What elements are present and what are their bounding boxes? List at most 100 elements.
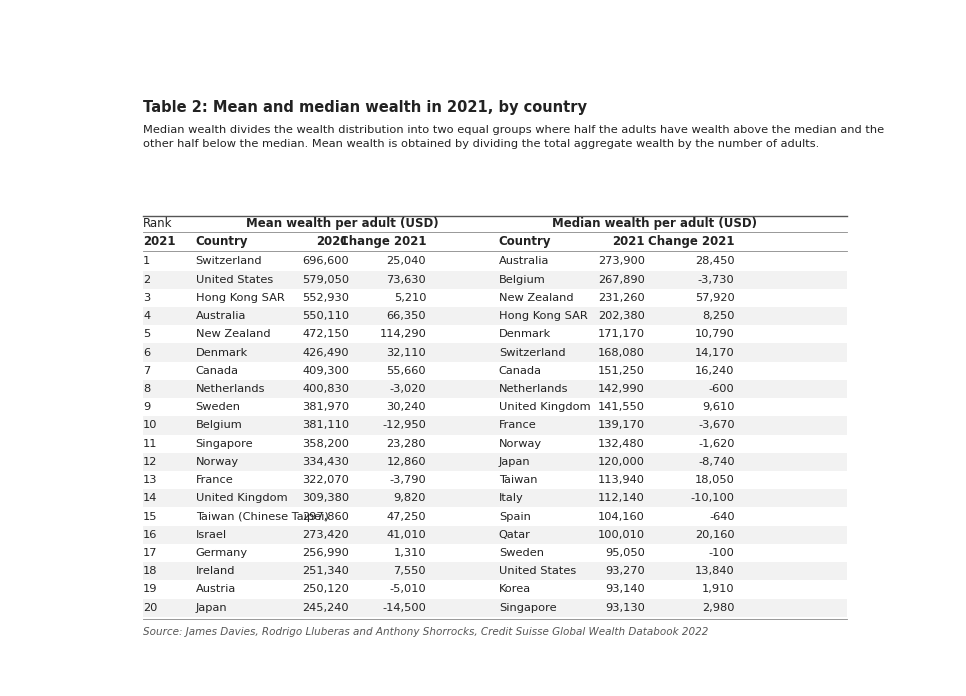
Text: 472,150: 472,150 [302,329,349,340]
Text: 13: 13 [143,475,157,485]
Text: 297,860: 297,860 [302,512,349,521]
Text: 381,110: 381,110 [302,420,349,430]
Text: 11: 11 [143,438,157,449]
Text: Switzerland: Switzerland [195,256,262,267]
Text: 66,350: 66,350 [386,311,426,321]
Text: 12,860: 12,860 [386,457,426,467]
Text: Qatar: Qatar [498,530,530,540]
Text: 381,970: 381,970 [302,402,349,412]
Text: Japan: Japan [195,603,227,612]
Text: Israel: Israel [195,530,227,540]
Text: 104,160: 104,160 [598,512,645,521]
Text: Canada: Canada [498,366,542,376]
Text: Rank: Rank [143,217,173,230]
Text: 17: 17 [143,548,157,558]
Text: France: France [498,420,536,430]
Text: 322,070: 322,070 [302,475,349,485]
Text: 400,830: 400,830 [302,384,349,394]
Text: 13,840: 13,840 [695,567,734,576]
Text: Sweden: Sweden [195,402,241,412]
Text: 15: 15 [143,512,157,521]
Text: 14: 14 [143,493,157,503]
Text: Mean wealth per adult (USD): Mean wealth per adult (USD) [246,217,439,230]
Text: Taiwan: Taiwan [498,475,537,485]
Text: 28,450: 28,450 [695,256,734,267]
Text: Sweden: Sweden [498,548,544,558]
Text: 168,080: 168,080 [598,347,645,358]
Text: -3,790: -3,790 [389,475,426,485]
Text: 7: 7 [143,366,151,376]
Text: 9,610: 9,610 [702,402,734,412]
Text: Change 2021: Change 2021 [648,235,734,248]
Text: 10,790: 10,790 [695,329,734,340]
Text: 139,170: 139,170 [598,420,645,430]
Text: 93,140: 93,140 [605,585,645,594]
Text: Singapore: Singapore [195,438,253,449]
Text: Canada: Canada [195,366,239,376]
Text: 8: 8 [143,384,151,394]
Text: 55,660: 55,660 [386,366,426,376]
Text: Netherlands: Netherlands [195,384,265,394]
Text: -100: -100 [709,548,734,558]
Text: 20,160: 20,160 [695,530,734,540]
Text: 16,240: 16,240 [696,366,734,376]
Text: 267,890: 267,890 [598,275,645,285]
Text: 696,600: 696,600 [302,256,349,267]
Text: United Kingdom: United Kingdom [498,402,590,412]
Text: 552,930: 552,930 [302,293,349,303]
Text: 426,490: 426,490 [302,347,349,358]
Text: Hong Kong SAR: Hong Kong SAR [195,293,284,303]
Text: 579,050: 579,050 [302,275,349,285]
Bar [143,562,847,580]
Text: 250,120: 250,120 [302,585,349,594]
Text: -3,670: -3,670 [698,420,734,430]
Text: -14,500: -14,500 [383,603,426,612]
Text: Denmark: Denmark [498,329,551,340]
Text: 7,550: 7,550 [393,567,426,576]
Bar [143,489,847,507]
Text: Australia: Australia [195,311,246,321]
Text: 18,050: 18,050 [695,475,734,485]
Text: 47,250: 47,250 [386,512,426,521]
Text: 358,200: 358,200 [302,438,349,449]
Text: 19: 19 [143,585,157,594]
Text: 23,280: 23,280 [386,438,426,449]
Text: 2021: 2021 [612,235,645,248]
Text: -3,730: -3,730 [697,275,734,285]
Text: 151,250: 151,250 [598,366,645,376]
Text: New Zealand: New Zealand [195,329,270,340]
Text: 41,010: 41,010 [386,530,426,540]
Text: Change 2021: Change 2021 [340,235,426,248]
Text: 256,990: 256,990 [302,548,349,558]
Text: 251,340: 251,340 [302,567,349,576]
Text: Belgium: Belgium [498,275,546,285]
Bar [143,416,847,434]
Text: 25,040: 25,040 [386,256,426,267]
Bar [143,453,847,471]
Text: 14,170: 14,170 [695,347,734,358]
Bar [143,380,847,398]
Bar [143,343,847,362]
Text: 9: 9 [143,402,151,412]
Text: Hong Kong SAR: Hong Kong SAR [498,311,587,321]
Text: 2: 2 [143,275,151,285]
Text: -12,950: -12,950 [383,420,426,430]
Text: 2,980: 2,980 [702,603,734,612]
Text: 30,240: 30,240 [386,402,426,412]
Text: United States: United States [498,567,576,576]
Text: 1,910: 1,910 [702,585,734,594]
Text: Italy: Italy [498,493,524,503]
Text: Table 2: Mean and median wealth in 2021, by country: Table 2: Mean and median wealth in 2021,… [143,100,587,115]
Text: 95,050: 95,050 [605,548,645,558]
Text: Netherlands: Netherlands [498,384,568,394]
Text: 550,110: 550,110 [302,311,349,321]
Text: New Zealand: New Zealand [498,293,574,303]
Text: 6: 6 [143,347,151,358]
Text: Norway: Norway [195,457,239,467]
Bar [143,599,847,617]
Text: 120,000: 120,000 [598,457,645,467]
Text: 273,420: 273,420 [302,530,349,540]
Text: -3,020: -3,020 [389,384,426,394]
Text: -1,620: -1,620 [698,438,734,449]
Text: United Kingdom: United Kingdom [195,493,287,503]
